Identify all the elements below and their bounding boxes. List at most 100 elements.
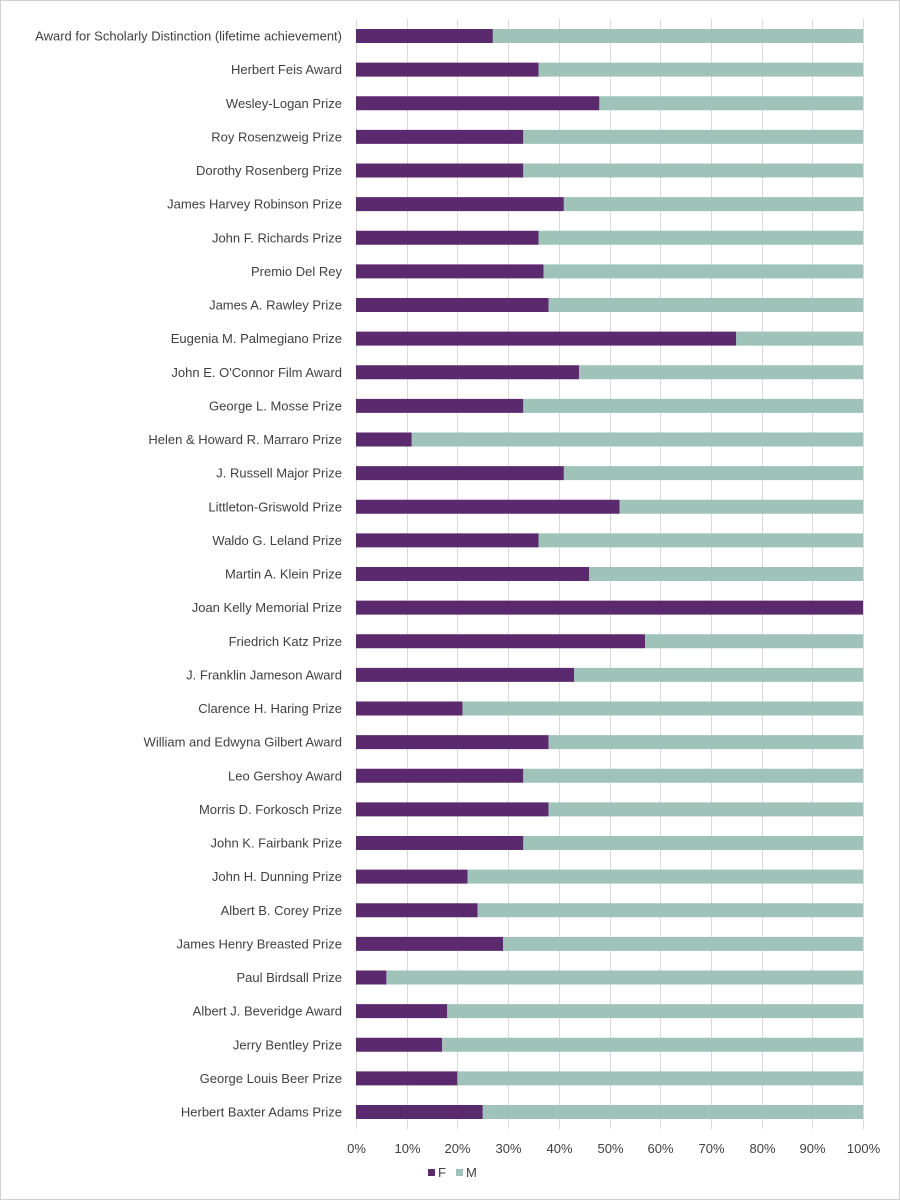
bar-m (467, 869, 863, 884)
bar-m (523, 398, 863, 413)
bar-m (492, 29, 863, 43)
x-tick-label: 60% (647, 1141, 673, 1156)
bar-m (563, 197, 863, 212)
bar-m (548, 298, 863, 312)
category-label: James Henry Breasted Prize (177, 936, 342, 951)
bar-m (538, 533, 863, 548)
category-label: Jerry Bentley Prize (233, 1037, 342, 1052)
bar-f (356, 365, 580, 380)
category-label: Eugenia M. Palmegiano Prize (171, 331, 342, 346)
bar-f (356, 600, 863, 615)
bar-f (356, 869, 468, 884)
bar-f (356, 768, 524, 783)
category-label: Waldo G. Leland Prize (212, 533, 342, 548)
bar-m (538, 62, 863, 77)
bar-m (523, 836, 863, 850)
bar-m (411, 432, 863, 447)
bar-f (356, 163, 524, 178)
bar-f (356, 1071, 458, 1086)
category-label: John E. O'Connor Film Award (171, 365, 342, 380)
bar-f (356, 1037, 443, 1052)
category-label: Roy Rosenzweig Prize (211, 129, 342, 144)
category-label: J. Franklin Jameson Award (186, 667, 342, 682)
bars (356, 29, 863, 1119)
x-tick-label: 20% (444, 1141, 470, 1156)
bar-f (356, 1004, 448, 1019)
category-label: John K. Fairbank Prize (210, 836, 342, 851)
bar-m (599, 96, 863, 111)
bar-f (356, 936, 504, 951)
bar-f (356, 432, 412, 447)
category-label: Joan Kelly Memorial Prize (192, 600, 342, 615)
x-tick-labels: 0% 10% 20% 30% 40% 50% 60% 70% 80% 90% 100% (347, 1141, 880, 1156)
bar-m (548, 735, 863, 750)
category-label: Littleton-Griswold Prize (208, 499, 342, 514)
bar-m (538, 230, 863, 245)
bar-m (447, 1004, 863, 1019)
bar-m (619, 499, 863, 514)
category-label: Albert J. Beveridge Award (193, 1004, 342, 1019)
bar-f (356, 197, 564, 212)
bar-f (356, 62, 539, 77)
bar-f (356, 129, 524, 144)
bar-f (356, 466, 564, 481)
category-label: James Harvey Robinson Prize (167, 197, 342, 212)
x-tick-label: 30% (495, 1141, 521, 1156)
category-label: Friedrich Katz Prize (229, 634, 342, 649)
bar-f (356, 96, 600, 111)
bar-m (523, 163, 863, 178)
legend-label: F (438, 1165, 446, 1180)
category-label: James A. Rawley Prize (209, 298, 342, 313)
bar-m (503, 936, 863, 951)
bar-f (356, 634, 645, 649)
bar-m (589, 567, 863, 581)
category-label: Herbert Feis Award (231, 62, 342, 77)
x-tick-label: 90% (799, 1141, 825, 1156)
x-tick-label: 0% (347, 1141, 366, 1156)
bar-f (356, 567, 590, 581)
x-tick-label: 40% (546, 1141, 572, 1156)
category-label: Albert B. Corey Prize (221, 903, 342, 918)
category-label: Martin A. Klein Prize (225, 567, 342, 582)
category-labels: Award for Scholarly Distinction (lifetim… (35, 29, 342, 1120)
category-label: Herbert Baxter Adams Prize (181, 1105, 342, 1120)
bar-f (356, 499, 620, 514)
bar-m (574, 667, 863, 682)
bar-f (356, 903, 478, 918)
category-label: George Louis Beer Prize (200, 1071, 342, 1086)
bar-m (579, 365, 863, 380)
x-tick-label: 100% (847, 1141, 881, 1156)
bar-m (386, 970, 863, 985)
bar-m (736, 331, 863, 346)
bar-f (356, 667, 575, 682)
bar-m (543, 264, 863, 279)
category-label: Helen & Howard R. Marraro Prize (148, 432, 342, 447)
category-label: Wesley-Logan Prize (226, 96, 342, 111)
bar-m (523, 129, 863, 144)
category-label: Paul Birdsall Prize (237, 970, 343, 985)
legend-label: M (466, 1165, 477, 1180)
category-label: Dorothy Rosenberg Prize (196, 163, 342, 178)
x-tick-label: 70% (698, 1141, 724, 1156)
bar-m (462, 701, 863, 716)
category-label: John H. Dunning Prize (212, 869, 342, 884)
bar-m (482, 1105, 863, 1119)
bar-f (356, 264, 544, 279)
bar-m (442, 1037, 863, 1052)
bar-m (457, 1071, 863, 1086)
category-label: Premio Del Rey (251, 264, 343, 279)
category-label: John F. Richards Prize (212, 230, 342, 245)
bar-m (563, 466, 863, 481)
bar-f (356, 331, 737, 346)
legend-swatch (456, 1169, 463, 1176)
x-tick-label: 80% (749, 1141, 775, 1156)
bar-f (356, 735, 549, 750)
category-label: Leo Gershoy Award (228, 768, 342, 783)
category-label: William and Edwyna Gilbert Award (144, 735, 342, 750)
x-tick-label: 50% (597, 1141, 623, 1156)
bar-m (477, 903, 863, 918)
category-label: Clarence H. Haring Prize (198, 701, 342, 716)
